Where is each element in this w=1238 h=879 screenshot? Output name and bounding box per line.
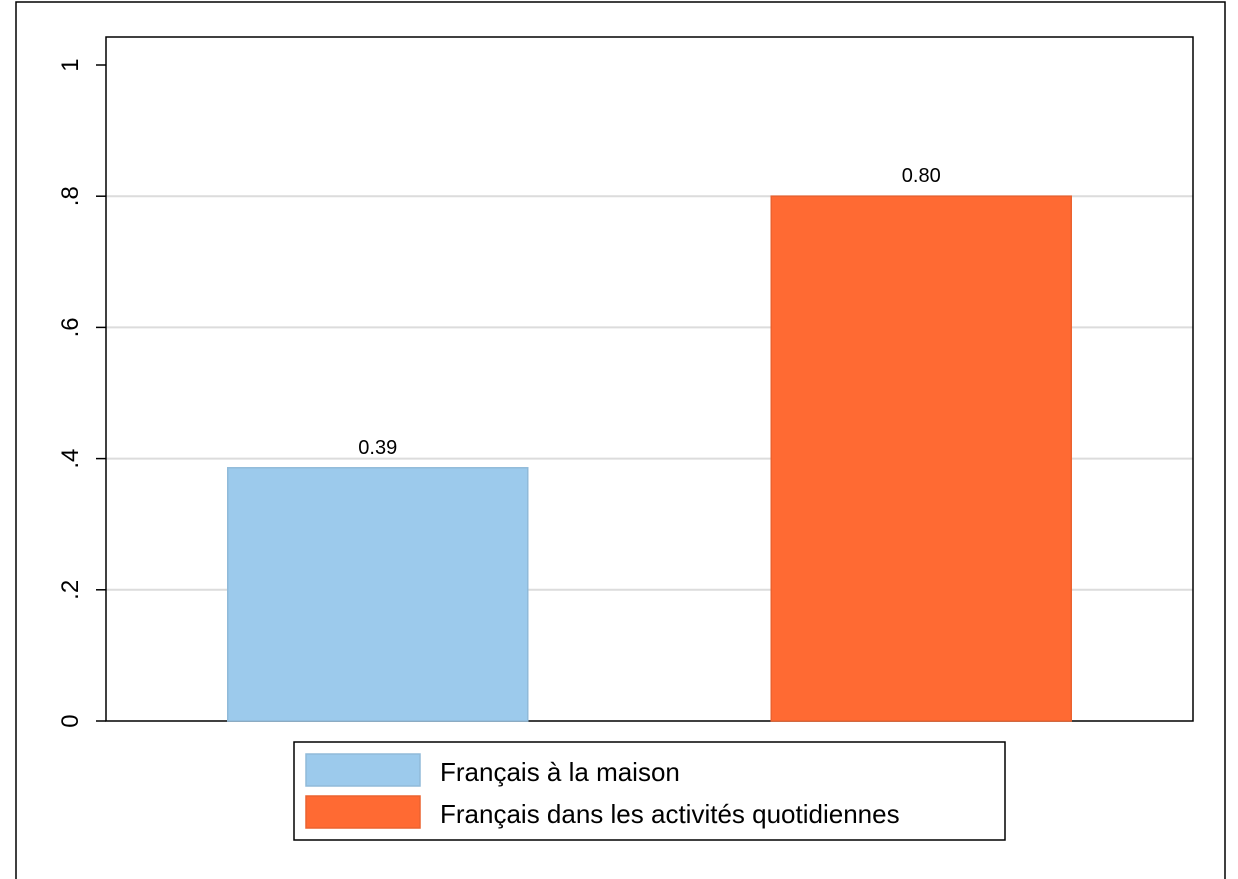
data-labels: 0.39 0.80 (358, 165, 940, 459)
legend-swatch-daily (305, 795, 421, 829)
y-tick-label: 0 (57, 714, 84, 727)
y-tick-label: .8 (57, 186, 84, 206)
y-axis: 0 .2 .4 .6 .8 1 (57, 58, 106, 728)
legend-label-daily: Français dans les activités quotidiennes (440, 799, 900, 829)
legend-swatch-home (305, 753, 421, 787)
bar-value-label: 0.39 (358, 437, 397, 459)
plot-area (105, 36, 1194, 722)
legend-label-home: Français à la maison (440, 757, 680, 787)
bar-0 (227, 467, 529, 722)
y-tick-label: .6 (57, 317, 84, 337)
bar-value-label: 0.80 (902, 165, 941, 187)
legend: Français à la maison Français dans les a… (293, 741, 1006, 841)
y-tick-label: .2 (57, 580, 84, 600)
y-tick-label: .4 (57, 449, 84, 469)
y-tick-label: 1 (57, 58, 84, 71)
bar-1 (770, 195, 1072, 722)
figure-border (15, 1, 1226, 879)
bars (227, 195, 1072, 722)
